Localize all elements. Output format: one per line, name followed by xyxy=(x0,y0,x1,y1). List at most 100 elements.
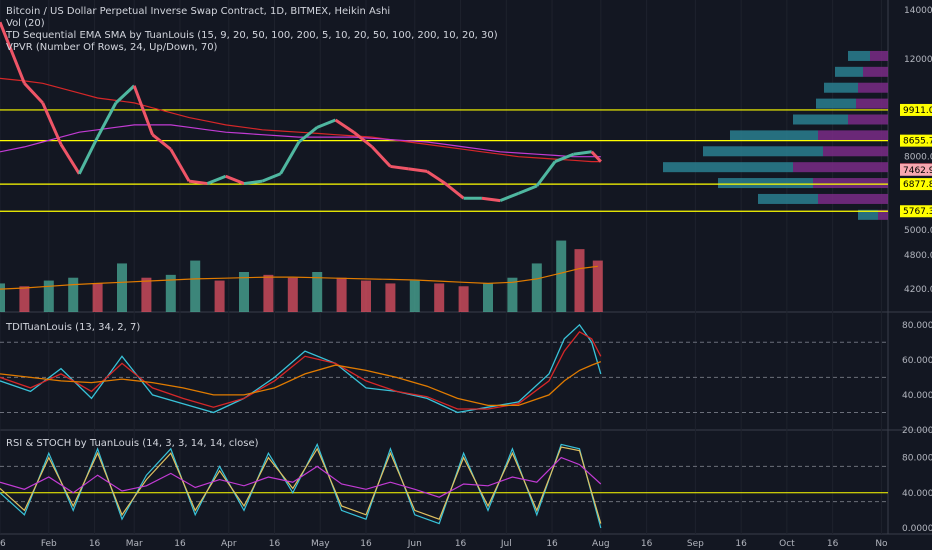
up-candle-segment xyxy=(573,150,592,156)
rsi-pane xyxy=(0,442,888,529)
time-tick-label: 16 xyxy=(641,539,653,549)
volume-bar xyxy=(68,277,79,312)
volume-bar xyxy=(312,272,323,312)
vpvr-down-bar xyxy=(858,82,888,93)
time-tick-label: 16 xyxy=(174,539,186,549)
vpvr-up-bar xyxy=(835,66,863,77)
rsi-tick-label: 80.0000 xyxy=(902,454,932,464)
volume-bar xyxy=(141,277,152,312)
time-tick-label: 16 xyxy=(360,539,372,549)
time-tick-label: Aug xyxy=(592,539,610,549)
down-candle-segment xyxy=(225,174,245,185)
vpvr-down-bar xyxy=(818,130,888,141)
price-label-text: 7462.9 xyxy=(903,166,932,176)
up-candle-segment xyxy=(517,184,538,195)
price-label-box xyxy=(900,178,932,191)
time-tick-label: Mar xyxy=(126,539,143,549)
price-label-text: 8655.7 xyxy=(903,137,932,147)
time-tick-label: May xyxy=(311,539,330,549)
price-label-box xyxy=(900,103,932,116)
time-tick-label: 16 xyxy=(455,539,467,549)
volume-bar xyxy=(483,283,493,312)
volume-bar xyxy=(165,274,176,312)
volume-bar xyxy=(531,263,542,312)
header-legend: Bitcoin / US Dollar Perpetual Inverse Sw… xyxy=(6,6,498,54)
chart-title[interactable]: Bitcoin / US Dollar Perpetual Inverse Sw… xyxy=(6,6,391,17)
down-candle-segment xyxy=(444,182,465,200)
time-tick-label: 16 xyxy=(735,539,747,549)
volume-bar xyxy=(592,260,603,312)
time-tick-label: Oct xyxy=(779,539,795,549)
volume-bar xyxy=(287,277,298,312)
time-tick-label: 16 xyxy=(546,539,558,549)
rsi-legend: RSI & STOCH by TuanLouis (14, 3, 3, 14, … xyxy=(6,438,259,450)
volume-bar xyxy=(19,286,30,312)
grid-lines xyxy=(0,0,932,535)
up-candle-segment xyxy=(535,160,557,187)
indicator-vpvr[interactable]: VPVR (Number Of Rows, 24, Up/Down, 70) xyxy=(6,42,218,53)
stoch-d-line xyxy=(0,446,602,524)
volume-pane xyxy=(0,240,603,312)
tdi-tick-label: 60.0000 xyxy=(902,356,932,366)
vpvr-up-bar xyxy=(824,82,858,93)
up-candle-segment xyxy=(77,136,99,175)
down-candle-segment xyxy=(188,179,208,186)
volume-bar xyxy=(409,280,420,312)
tdi-tick-label: 40.0000 xyxy=(902,391,932,401)
down-candle-segment xyxy=(23,82,44,104)
time-tick-label: Feb xyxy=(41,539,57,549)
vpvr-down-bar xyxy=(870,50,888,61)
volume-tick-label: 4800.0 xyxy=(904,251,932,261)
vpvr-down-bar xyxy=(813,178,888,189)
rsi-tick-label: 0.0000 xyxy=(902,524,932,534)
down-candle-segment xyxy=(59,143,81,175)
vpvr-down-bar xyxy=(848,114,888,125)
time-tick-label: 16 xyxy=(269,539,281,549)
volume-bar xyxy=(574,249,585,312)
volume-bar xyxy=(556,240,567,312)
price-tick-label: 14000.0 xyxy=(904,6,932,16)
down-candle-segment xyxy=(390,164,409,171)
volume-bar xyxy=(263,274,274,312)
vpvr-up-bar xyxy=(730,130,818,141)
rsi-tick-label: 40.0000 xyxy=(902,489,932,499)
price-label-box xyxy=(900,205,932,218)
tdi-tick-label: 80.0000 xyxy=(902,321,932,331)
volume-profile xyxy=(663,50,888,220)
vpvr-up-bar xyxy=(758,193,818,204)
time-tick-label: Sep xyxy=(687,539,704,549)
up-candle-segment xyxy=(96,102,118,138)
tdi-signal-line xyxy=(0,330,602,410)
volume-bar xyxy=(434,283,445,312)
vpvr-down-bar xyxy=(818,193,888,204)
tdi-legend: TDITuanLouis (13, 34, 2, 7) xyxy=(6,322,140,334)
up-candle-segment xyxy=(297,126,319,144)
time-tick-label: No xyxy=(875,539,888,549)
up-candle-segment xyxy=(206,174,227,185)
price-series xyxy=(0,21,602,203)
vpvr-up-bar xyxy=(793,114,848,125)
down-candle-segment xyxy=(481,196,501,203)
down-candle-segment xyxy=(169,148,191,182)
vpvr-down-bar xyxy=(793,162,888,173)
time-tick-label: Jul xyxy=(500,539,512,549)
price-label-text: 9911.0 xyxy=(903,106,932,116)
volume-bar xyxy=(507,277,518,312)
up-candle-segment xyxy=(316,118,337,129)
axes: 14000.0 12000.0 8000.0 5000.0 9911.0 8655.7 74… xyxy=(0,6,932,549)
tdi-pane xyxy=(0,323,888,414)
time-tick-label: 16 xyxy=(89,539,101,549)
rsi-title[interactable]: RSI & STOCH by TuanLouis (14, 3, 3, 14, … xyxy=(6,438,259,449)
tdi-tick-label: 20.0000 xyxy=(902,426,932,436)
volume-bar xyxy=(214,280,225,312)
tdi-base-line xyxy=(0,360,602,407)
indicator-td-sequential[interactable]: TD Sequential EMA SMA by TuanLouis (15, … xyxy=(6,30,498,41)
volume-tick-label: 4200.0 xyxy=(904,285,932,295)
volume-bar xyxy=(361,280,371,312)
volume-bar xyxy=(336,277,347,312)
volume-bar xyxy=(239,272,249,312)
tdi-title[interactable]: TDITuanLouis (13, 34, 2, 7) xyxy=(6,322,141,333)
price-tick-label: 5000.0 xyxy=(904,226,932,236)
indicator-vol[interactable]: Vol (20) xyxy=(6,18,45,29)
